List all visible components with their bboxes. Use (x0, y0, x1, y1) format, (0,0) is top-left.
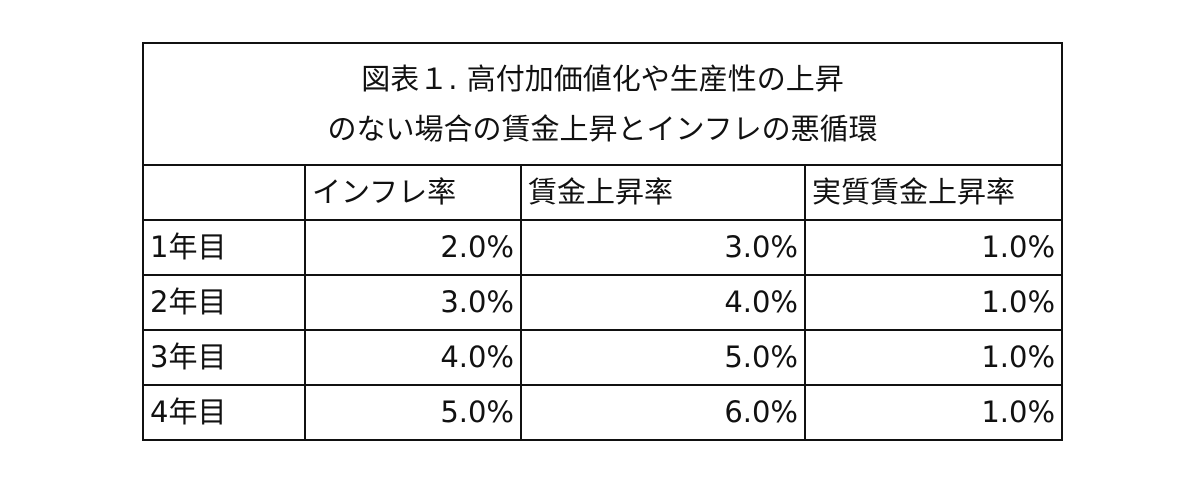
header-real-wage-growth: 実質賃金上昇率 (803, 164, 1064, 221)
table-row: 4年目 5.0% 6.0% 1.0% (142, 384, 1064, 441)
row-label: 1年目 (142, 219, 306, 276)
table-title-line-1: 図表１. 高付加価値化や生産性の上昇 (361, 62, 844, 96)
table-title-line-2: のない場合の賃金上昇とインフレの悪循環 (327, 112, 878, 146)
inflation-value: 2.0% (304, 219, 522, 276)
row-label: 2年目 (142, 274, 306, 331)
header-inflation: インフレ率 (304, 164, 522, 221)
real-wage-value: 1.0% (803, 274, 1064, 331)
table-row: 1年目 2.0% 3.0% 1.0% (142, 219, 1064, 276)
table-title: 図表１. 高付加価値化や生産性の上昇 のない場合の賃金上昇とインフレの悪循環 (141, 42, 1064, 166)
real-wage-value: 1.0% (803, 384, 1064, 441)
header-wage-growth: 賃金上昇率 (520, 164, 806, 221)
inflation-wage-table: 図表１. 高付加価値化や生産性の上昇 のない場合の賃金上昇とインフレの悪循環 イ… (141, 42, 1064, 441)
wage-value: 4.0% (520, 274, 806, 331)
inflation-value: 5.0% (304, 384, 522, 441)
real-wage-value: 1.0% (803, 329, 1064, 386)
wage-value: 5.0% (520, 329, 806, 386)
inflation-value: 3.0% (304, 274, 522, 331)
header-empty (142, 164, 306, 221)
real-wage-value: 1.0% (803, 219, 1064, 276)
row-label: 3年目 (142, 329, 306, 386)
title-row: 図表１. 高付加価値化や生産性の上昇 のない場合の賃金上昇とインフレの悪循環 (141, 42, 1064, 166)
inflation-value: 4.0% (304, 329, 522, 386)
table-row: 2年目 3.0% 4.0% 1.0% (142, 274, 1064, 331)
wage-value: 3.0% (520, 219, 806, 276)
row-label: 4年目 (142, 384, 306, 441)
table-row: 3年目 4.0% 5.0% 1.0% (142, 329, 1064, 386)
wage-value: 6.0% (520, 384, 806, 441)
header-row: インフレ率 賃金上昇率 実質賃金上昇率 (142, 164, 1064, 221)
